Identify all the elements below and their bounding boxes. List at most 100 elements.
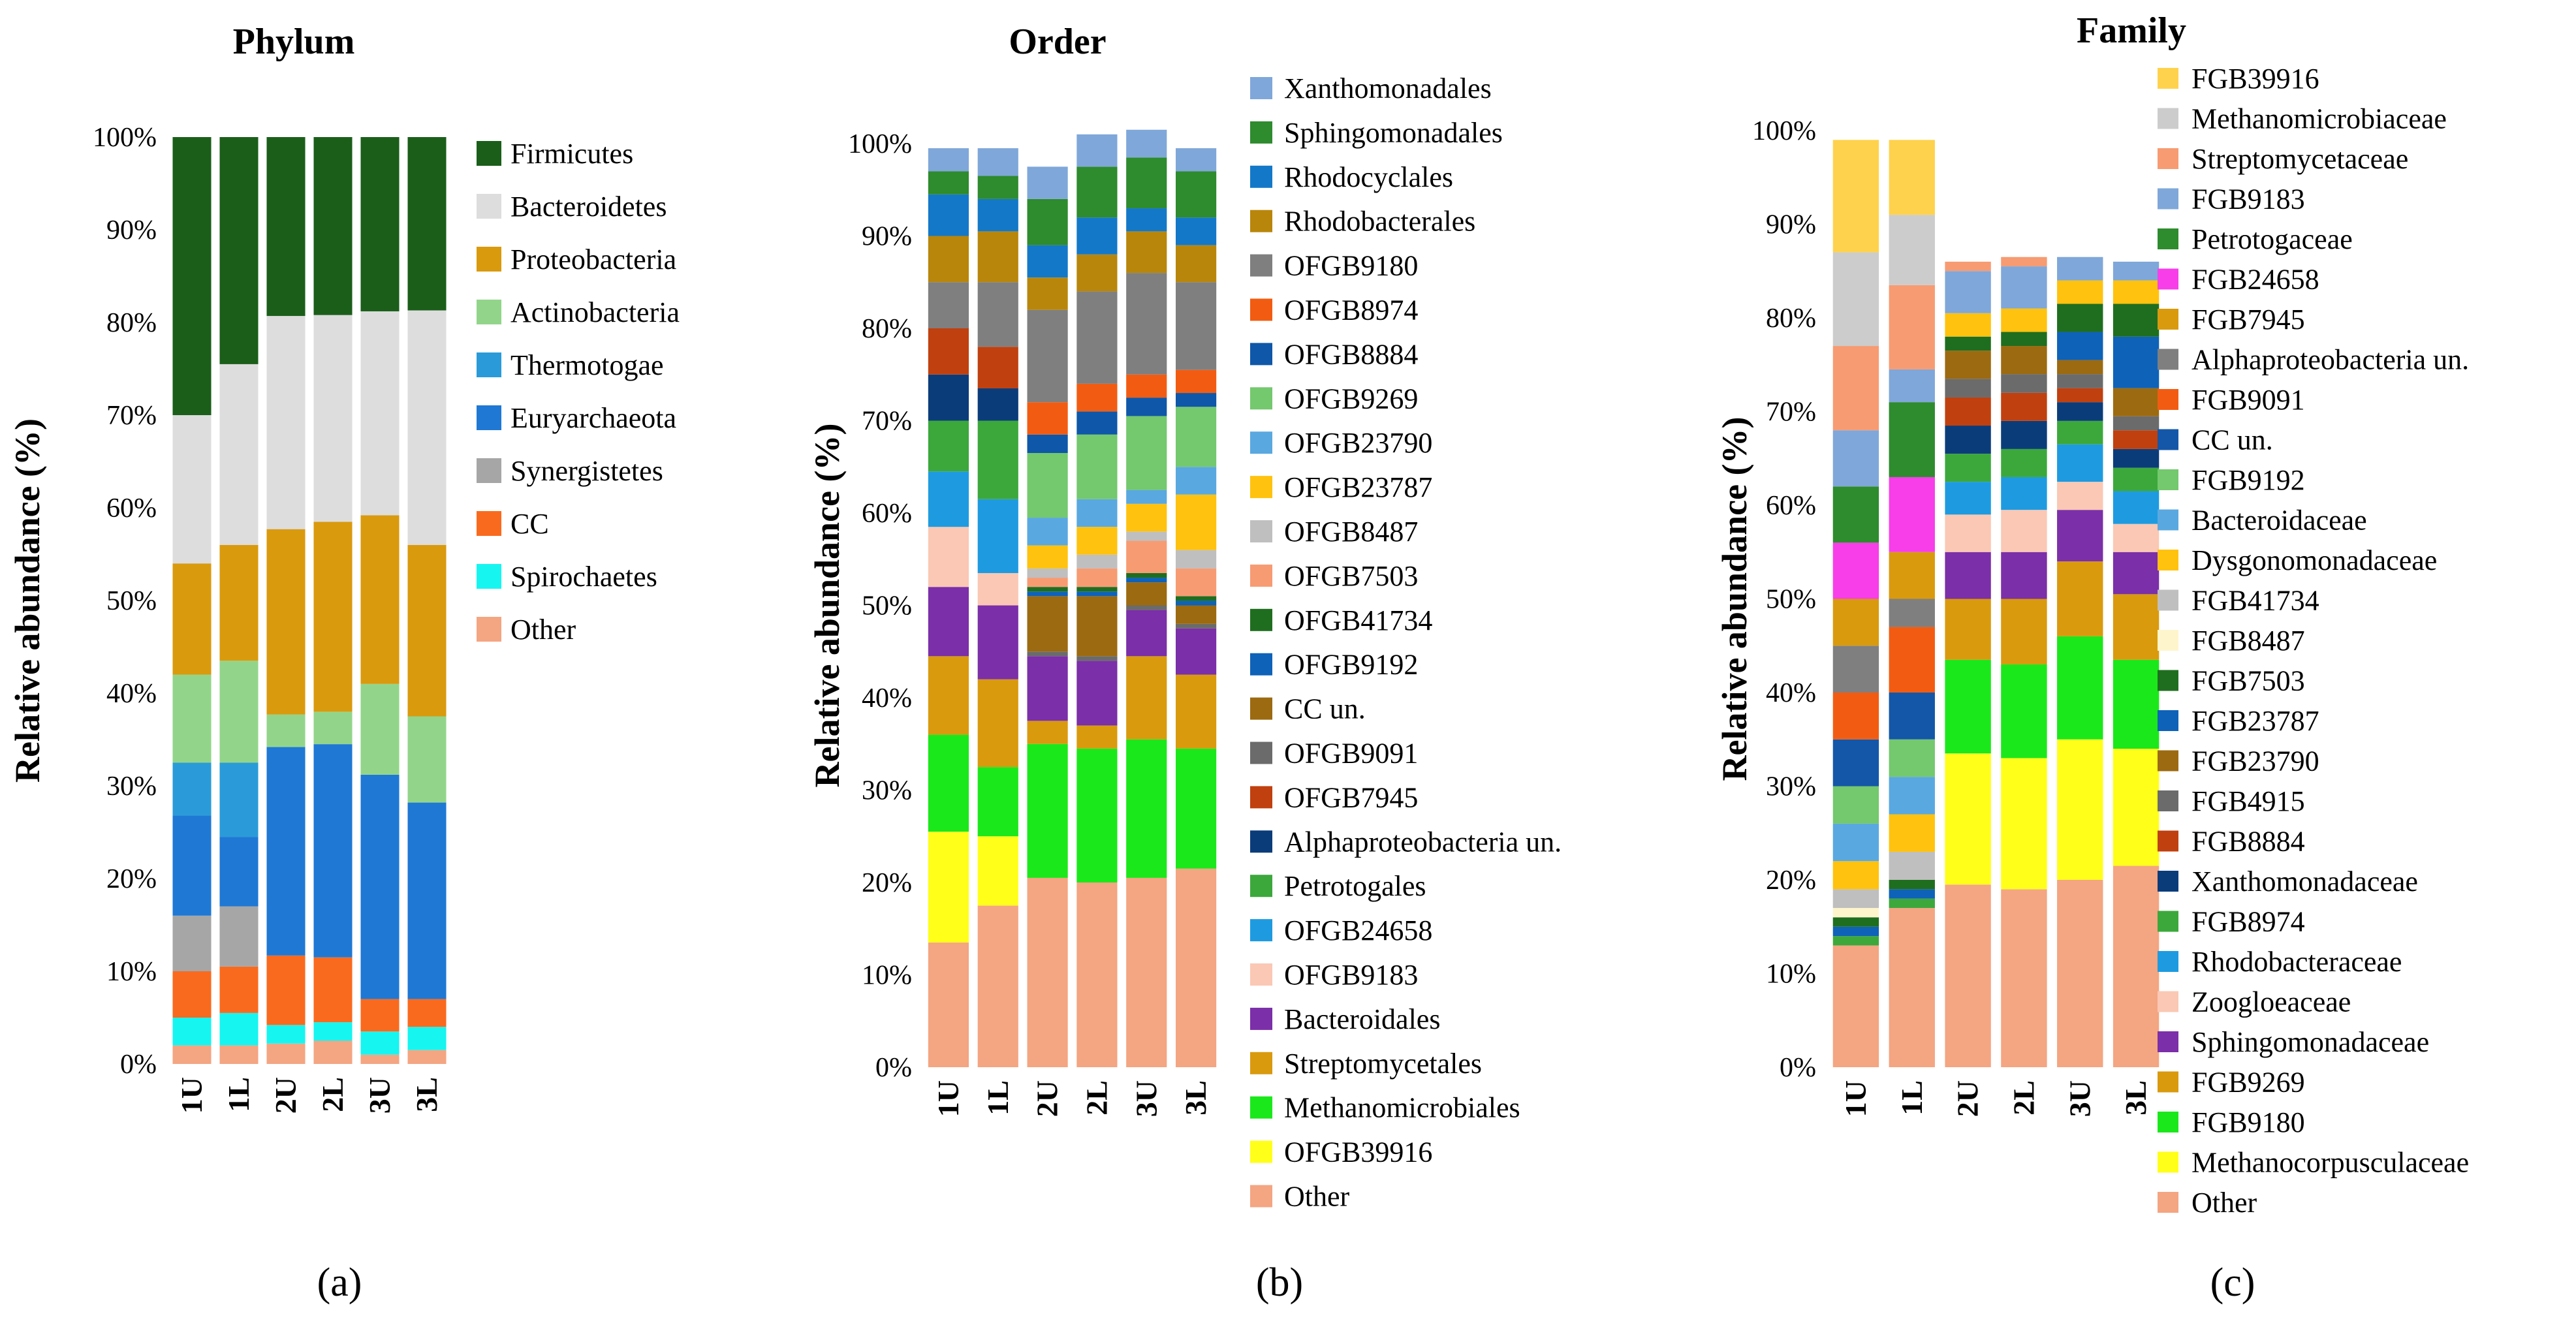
phylum-bar-segment: [360, 774, 400, 999]
family-y-tick-label: 60%: [1766, 491, 1816, 521]
order-bar-segment: [1027, 721, 1068, 744]
phylum-bar-segment: [219, 966, 259, 1013]
order-legend-swatch: [1250, 1185, 1272, 1208]
order-bar-segment: [928, 282, 969, 328]
phylum-bar-segment: [313, 1022, 353, 1041]
family-y-tick-label: 80%: [1766, 304, 1816, 334]
family-category-label: 1L: [1895, 1080, 1928, 1116]
order-bar-segment: [928, 471, 969, 527]
order-bar-segment: [928, 832, 969, 943]
order-bar-segment: [928, 374, 969, 421]
phylum-legend-swatch: [477, 194, 501, 219]
phylum-bar-segment: [219, 364, 259, 545]
family-bar-segment: [1889, 898, 1935, 909]
phylum-category-label: 1L: [222, 1077, 255, 1112]
family-legend-label: FGB8974: [2191, 906, 2305, 938]
family-bar-segment: [2057, 257, 2103, 281]
family-legend-label: CC un.: [2191, 424, 2273, 456]
family-category-label: 3U: [2063, 1080, 2096, 1117]
family-bar-segment: [1832, 861, 1879, 890]
order-bar-segment: [1175, 393, 1217, 407]
family-legend-swatch: [2158, 509, 2178, 531]
phylum-bar-segment: [407, 544, 447, 717]
family-legend-swatch: [2158, 108, 2178, 129]
family-bar-segment: [1832, 252, 1879, 347]
phylum-y-tick-label: 60%: [106, 493, 157, 523]
order-bar-segment: [1175, 550, 1217, 569]
phylum-bar-segment: [360, 1031, 400, 1055]
order-bar-segment: [977, 836, 1018, 906]
family-bar-segment: [1889, 402, 1935, 477]
order-bar-segment: [1175, 282, 1217, 370]
order-bar-segment: [977, 572, 1018, 606]
order-bar-segment: [928, 734, 969, 832]
family-legend-label: Rhodobacteraceae: [2191, 946, 2402, 978]
order-bar-segment: [1027, 166, 1068, 199]
phylum-bar-segment: [219, 544, 259, 661]
family-bar-segment: [2057, 360, 2103, 375]
phylum-legend-swatch: [477, 617, 501, 642]
phylum-legend-swatch: [477, 511, 501, 536]
order-legend-label: OFGB8487: [1284, 516, 1418, 548]
phylum-bar-segment: [266, 955, 306, 1025]
family-bar-segment: [1832, 945, 1879, 1067]
family-bar-segment: [1889, 285, 1935, 369]
order-category-label: 3L: [1179, 1080, 1212, 1116]
family-bar-segment: [2113, 430, 2160, 449]
order-bar-segment: [1126, 490, 1167, 504]
phylum-bar-segment: [407, 999, 447, 1027]
order-category-label: 2U: [1031, 1080, 1064, 1117]
order-legend-swatch: [1250, 742, 1272, 764]
order-title: Order: [1009, 22, 1106, 62]
order-legend-swatch: [1250, 476, 1272, 499]
order-bar-segment: [1076, 587, 1118, 592]
family-bar-segment: [2057, 636, 2103, 740]
order-bar-segment: [1076, 527, 1118, 555]
family-bar-segment: [1945, 552, 1991, 599]
order-bar-segment: [1076, 217, 1118, 255]
family-bar-segment: [1832, 542, 1879, 599]
family-caption: (c): [2210, 1260, 2255, 1305]
family-bar-segment: [2001, 448, 2047, 477]
family-bar-segment: [2113, 388, 2160, 416]
family-y-tick-label: 30%: [1766, 772, 1816, 802]
family-bar-segment: [2001, 599, 2047, 664]
family-legend-swatch: [2158, 911, 2178, 932]
family-bar-segment: [1945, 599, 1991, 660]
phylum-category-label: 3U: [363, 1077, 396, 1114]
phylum-y-tick-label: 70%: [106, 401, 157, 431]
order-y-tick-label: 80%: [862, 314, 912, 344]
family-legend-swatch: [2158, 68, 2178, 89]
family-legend-swatch: [2158, 1192, 2178, 1213]
family-bar-segment: [2001, 257, 2047, 267]
order-legend-label: Xanthomonadales: [1284, 72, 1492, 104]
family-bar-segment: [1945, 379, 1991, 398]
family-bar-segment: [1945, 261, 1991, 272]
order-legend-label: OFGB41734: [1284, 604, 1432, 636]
order-bar-segment: [1027, 578, 1068, 587]
phylum-bar-segment: [360, 515, 400, 684]
family-legend-label: FGB9269: [2191, 1067, 2305, 1099]
order-bar-segment: [1076, 383, 1118, 412]
order-bar-segment: [1076, 434, 1118, 499]
family-bar-segment: [2057, 374, 2103, 388]
phylum-bar-segment: [219, 137, 259, 364]
phylum-legend-label: CC: [510, 508, 549, 540]
family-bar-segment: [1945, 659, 1991, 754]
order-bar-segment: [1126, 398, 1167, 416]
order-legend-label: OFGB7503: [1284, 560, 1418, 592]
phylum-bar-segment: [407, 137, 447, 311]
phylum-bar-segment: [172, 1045, 212, 1064]
phylum-legend-label: Euryarchaeota: [510, 402, 676, 434]
order-bar-segment: [1027, 651, 1068, 657]
order-legend-label: OFGB9183: [1284, 959, 1418, 991]
phylum-bar-segment: [219, 1045, 259, 1064]
family-category-label: 3L: [2119, 1080, 2152, 1116]
phylum-legend-swatch: [477, 458, 501, 483]
order-panel: Order 0% 10% 20% 30% 40% 50% 60% 70% 80% 90% 100% Re…: [808, 22, 1562, 1305]
family-bar-segment: [2113, 280, 2160, 304]
family-legend-swatch: [2158, 1071, 2178, 1093]
family-bar-segment: [2001, 758, 2047, 890]
phylum-bar-segment: [172, 137, 212, 415]
phylum-legend-label: Firmicutes: [510, 138, 633, 170]
